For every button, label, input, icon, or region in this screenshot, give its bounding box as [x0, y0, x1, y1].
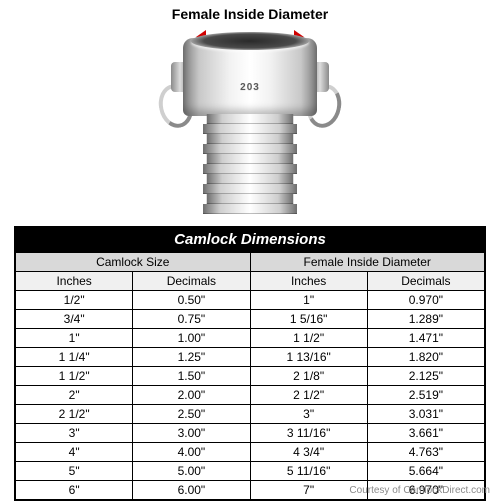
table-cell: 3" [250, 405, 367, 424]
table-cell: 2.519" [367, 386, 484, 405]
dimensions-table: Camlock Dimensions Camlock Size Female I… [14, 226, 486, 501]
table-cell: 3.00" [133, 424, 250, 443]
table-cell: 3 11/16" [250, 424, 367, 443]
sub-header: Inches [16, 272, 133, 291]
table-cell: 2.125" [367, 367, 484, 386]
body-stamp: 203 [240, 82, 260, 93]
table-row: 3/4"0.75"1 5/16"1.289" [16, 310, 485, 329]
table-row: 1 1/4"1.25"1 13/16"1.820" [16, 348, 485, 367]
table-cell: 0.970" [367, 291, 484, 310]
table-cell: 1/2" [16, 291, 133, 310]
diameter-label: Female Inside Diameter [0, 6, 500, 22]
sub-header: Decimals [133, 272, 250, 291]
table-title: Camlock Dimensions [15, 227, 485, 252]
diagram-area: Female Inside Diameter 203 [0, 0, 500, 225]
table-cell: 3" [16, 424, 133, 443]
table-cell: 1 5/16" [250, 310, 367, 329]
table-cell: 0.50" [133, 291, 250, 310]
sub-header: Decimals [367, 272, 484, 291]
table-cell: 2.50" [133, 405, 250, 424]
table-cell: 1.289" [367, 310, 484, 329]
table-cell: 0.75" [133, 310, 250, 329]
credit-text: Courtesy of CamlockDirect.com [349, 485, 490, 496]
hose-barb [203, 114, 297, 214]
group-header: Camlock Size [16, 253, 251, 272]
table-cell: 1.00" [133, 329, 250, 348]
table-cell: 4.00" [133, 443, 250, 462]
table-cell: 5" [16, 462, 133, 481]
table-cell: 1.820" [367, 348, 484, 367]
table-cell: 1 13/16" [250, 348, 367, 367]
table-cell: 1 1/2" [250, 329, 367, 348]
table-cell: 1 1/4" [16, 348, 133, 367]
table-cell: 4" [16, 443, 133, 462]
table-cell: 2 1/2" [250, 386, 367, 405]
table-cell: 5.664" [367, 462, 484, 481]
table-row: 2"2.00"2 1/2"2.519" [16, 386, 485, 405]
table-cell: 2 1/2" [16, 405, 133, 424]
table-cell: 2" [16, 386, 133, 405]
table-row: 3"3.00"3 11/16"3.661" [16, 424, 485, 443]
table-cell: 1" [250, 291, 367, 310]
camlock-table: Camlock Size Female Inside Diameter Inch… [15, 252, 485, 500]
table-cell: 1.50" [133, 367, 250, 386]
table-row: 1 1/2"1.50"2 1/8"2.125" [16, 367, 485, 386]
table-row: 2 1/2"2.50"3"3.031" [16, 405, 485, 424]
table-cell: 5 11/16" [250, 462, 367, 481]
table-cell: 1.471" [367, 329, 484, 348]
table-row: 1/2"0.50"1"0.970" [16, 291, 485, 310]
table-cell: 1" [16, 329, 133, 348]
table-cell: 1.25" [133, 348, 250, 367]
table-cell: 6" [16, 481, 133, 500]
table-cell: 5.00" [133, 462, 250, 481]
table-cell: 6.00" [133, 481, 250, 500]
table-cell: 2.00" [133, 386, 250, 405]
table-cell: 4.763" [367, 443, 484, 462]
table-cell: 3.031" [367, 405, 484, 424]
table-row: 5"5.00"5 11/16"5.664" [16, 462, 485, 481]
sub-header: Inches [250, 272, 367, 291]
table-cell: 2 1/8" [250, 367, 367, 386]
table-cell: 3/4" [16, 310, 133, 329]
camlock-fitting-illustration: 203 [165, 26, 335, 216]
table-cell: 1 1/2" [16, 367, 133, 386]
table-row: 1"1.00"1 1/2"1.471" [16, 329, 485, 348]
table-row: 4"4.00"4 3/4"4.763" [16, 443, 485, 462]
table-cell: 4 3/4" [250, 443, 367, 462]
socket-opening [191, 32, 309, 50]
group-header: Female Inside Diameter [250, 253, 485, 272]
table-cell: 3.661" [367, 424, 484, 443]
